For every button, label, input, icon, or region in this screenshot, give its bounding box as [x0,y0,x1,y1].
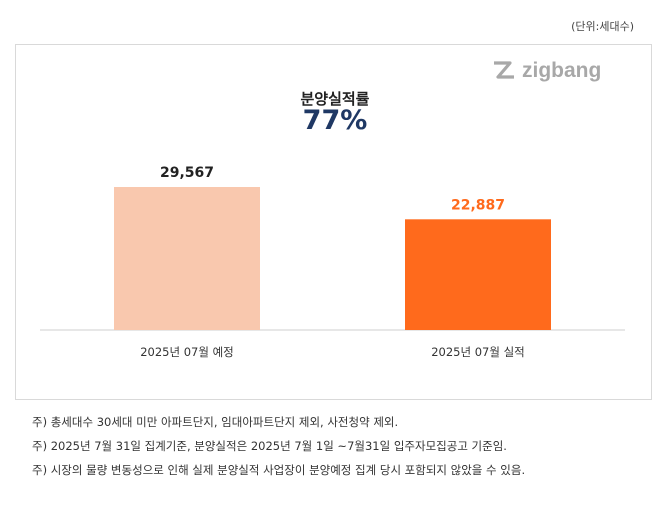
bar-1 [114,187,260,330]
headline-value: 77% [302,105,368,136]
zigbang-logo-mark-icon [494,61,514,79]
bar-value-label-2: 22,887 [451,197,505,213]
category-label-2: 2025년 07월 실적 [431,345,525,359]
zigbang-logo: zigbang [494,59,601,82]
headline-title: 분양실적률 [300,90,370,108]
bar-value-label-1: 29,567 [160,165,214,181]
bar-chart: 29,567 2025년 07월 예정 22,887 2025년 07월 실적 [40,165,625,359]
footnote-1: 주) 총세대수 30세대 미만 아파트단지, 임대아파트단지 제외, 사전청약 … [32,415,399,429]
footnotes: 주) 총세대수 30세대 미만 아파트단지, 임대아파트단지 제외, 사전청약 … [32,410,525,482]
footnote-3: 주) 시장의 물량 변동성으로 인해 실제 분양실적 사업장이 분양예정 집계 … [32,463,526,477]
unit-label: (단위:세대수) [571,20,634,33]
logo-text: zigbang [522,59,601,82]
bar-2 [405,219,551,330]
footnote-2: 주) 2025년 7월 31일 집계기준, 분양실적은 2025년 7월 1일 … [32,439,507,453]
category-label-1: 2025년 07월 예정 [140,345,234,359]
